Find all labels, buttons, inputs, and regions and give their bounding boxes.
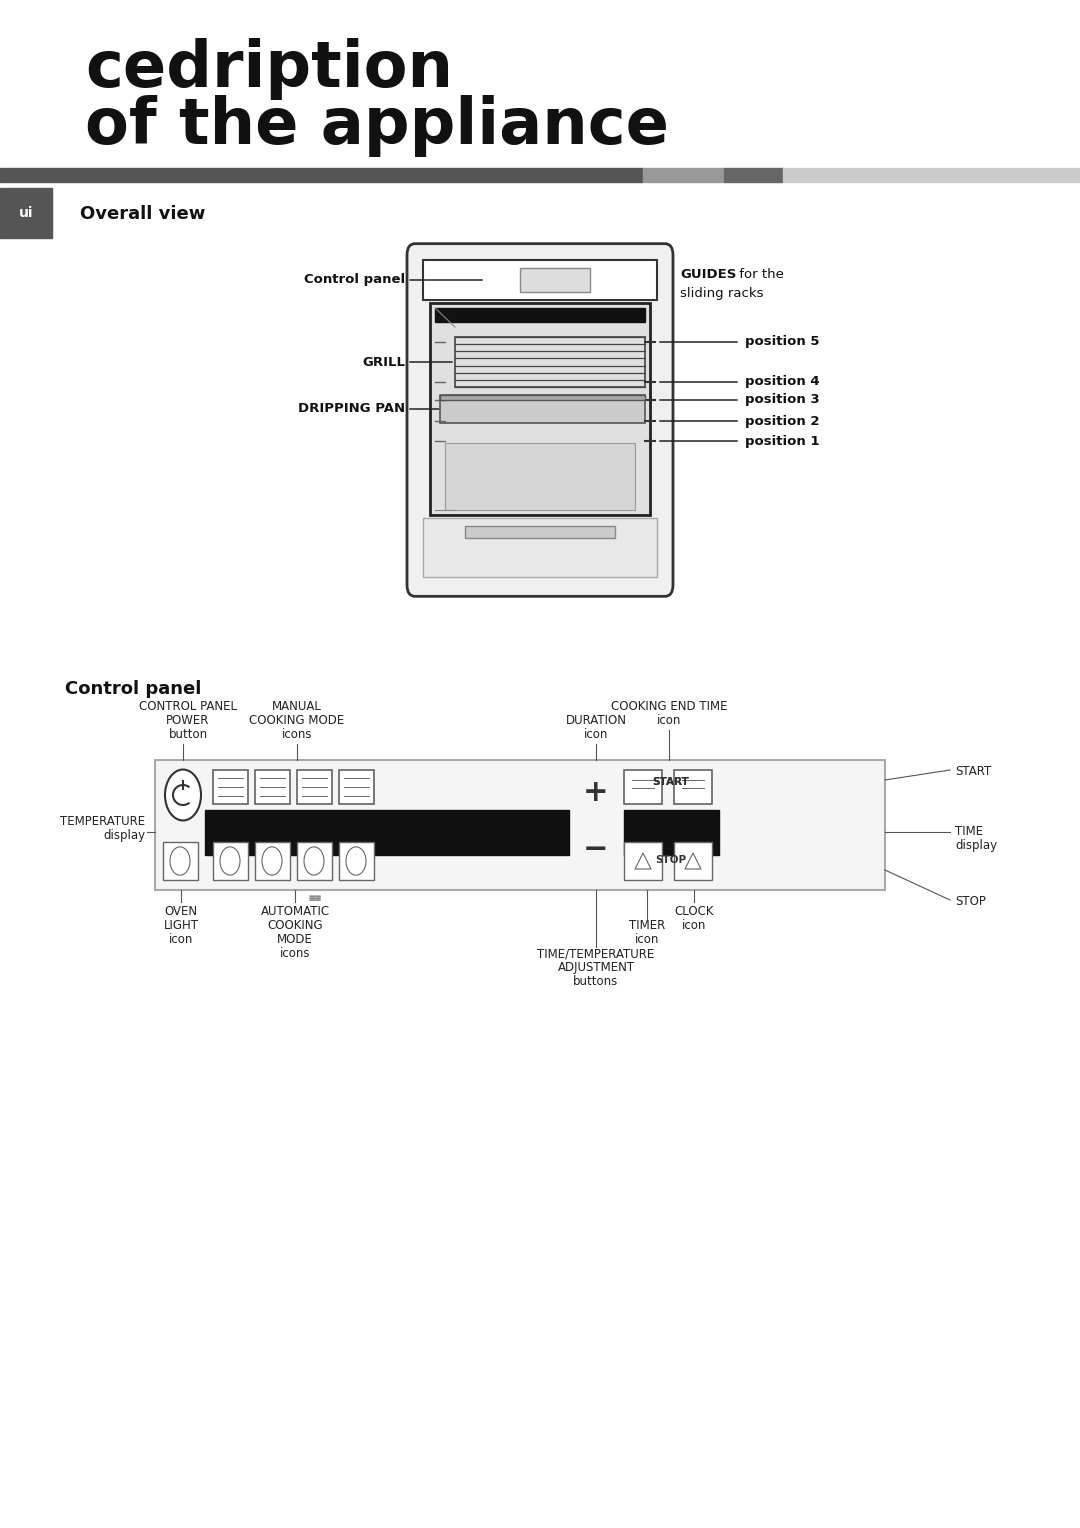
Text: display: display bbox=[103, 830, 145, 842]
Text: position 2: position 2 bbox=[745, 414, 820, 428]
Bar bbox=[156, 759, 885, 889]
Text: Control panel: Control panel bbox=[303, 274, 405, 287]
Text: START: START bbox=[955, 766, 991, 778]
Text: POWER: POWER bbox=[166, 714, 210, 727]
Bar bbox=[783, 168, 1080, 182]
Text: icon: icon bbox=[584, 727, 608, 741]
Text: ui: ui bbox=[18, 206, 33, 220]
Text: GUIDES: GUIDES bbox=[680, 269, 737, 281]
Circle shape bbox=[165, 770, 201, 821]
Text: position 4: position 4 bbox=[745, 376, 820, 388]
Text: −: − bbox=[583, 836, 609, 865]
Text: cedription: cedription bbox=[85, 38, 453, 99]
Bar bbox=[297, 842, 332, 880]
Text: icon: icon bbox=[657, 714, 681, 727]
Bar bbox=[339, 770, 374, 804]
Bar bbox=[624, 842, 662, 880]
Bar bbox=[0, 168, 643, 182]
Text: sliding racks: sliding racks bbox=[680, 287, 764, 299]
Text: MODE: MODE bbox=[278, 934, 313, 946]
Text: AUTOMATIC: AUTOMATIC bbox=[260, 905, 329, 918]
Text: Control panel: Control panel bbox=[65, 680, 201, 698]
Text: START: START bbox=[652, 778, 689, 787]
Text: DRIPPING PAN: DRIPPING PAN bbox=[298, 402, 405, 416]
Bar bbox=[624, 810, 719, 856]
Bar bbox=[430, 303, 650, 515]
Text: buttons: buttons bbox=[573, 975, 619, 989]
Bar bbox=[440, 396, 645, 400]
Bar bbox=[255, 842, 291, 880]
Bar bbox=[440, 396, 645, 423]
Bar bbox=[213, 842, 248, 880]
Text: STOP: STOP bbox=[656, 856, 687, 865]
Bar bbox=[339, 842, 374, 880]
Bar bbox=[255, 770, 291, 804]
Text: +: + bbox=[583, 778, 609, 807]
Text: STOP: STOP bbox=[955, 895, 986, 908]
Bar bbox=[624, 770, 662, 804]
Text: COOKING MODE: COOKING MODE bbox=[249, 714, 345, 727]
Text: position 1: position 1 bbox=[745, 434, 820, 448]
Text: COOKING END TIME: COOKING END TIME bbox=[611, 700, 727, 714]
Bar bbox=[423, 260, 657, 299]
Text: ▦▦: ▦▦ bbox=[309, 895, 322, 902]
Bar bbox=[435, 309, 645, 322]
Text: for the: for the bbox=[735, 269, 784, 281]
Bar bbox=[465, 526, 615, 538]
Text: icon: icon bbox=[168, 934, 193, 946]
Text: icon: icon bbox=[635, 934, 659, 946]
Bar bbox=[423, 518, 657, 578]
Bar bbox=[674, 842, 712, 880]
Text: CLOCK: CLOCK bbox=[674, 905, 714, 918]
Bar bbox=[297, 770, 332, 804]
Bar bbox=[205, 810, 569, 856]
Bar bbox=[163, 842, 198, 880]
Text: TIMER: TIMER bbox=[629, 918, 665, 932]
Text: position 3: position 3 bbox=[745, 394, 820, 406]
Bar bbox=[674, 770, 712, 804]
Text: CONTROL PANEL: CONTROL PANEL bbox=[139, 700, 237, 714]
Text: display: display bbox=[955, 839, 997, 853]
Text: GRILL: GRILL bbox=[362, 356, 405, 368]
Text: TEMPERATURE: TEMPERATURE bbox=[59, 814, 145, 828]
Text: icons: icons bbox=[282, 727, 312, 741]
Text: icon: icon bbox=[681, 918, 706, 932]
Text: button: button bbox=[168, 727, 207, 741]
Bar bbox=[445, 443, 635, 510]
Bar bbox=[724, 168, 783, 182]
Text: COOKING: COOKING bbox=[267, 918, 323, 932]
Bar bbox=[0, 188, 52, 238]
Text: START: START bbox=[652, 778, 689, 787]
Bar bbox=[455, 338, 645, 387]
Text: OVEN: OVEN bbox=[164, 905, 198, 918]
Text: DURATION: DURATION bbox=[566, 714, 626, 727]
Text: of the appliance: of the appliance bbox=[85, 95, 669, 157]
Text: ADJUSTMENT: ADJUSTMENT bbox=[557, 961, 635, 973]
Bar bbox=[519, 267, 590, 292]
Bar bbox=[643, 168, 724, 182]
Text: TIME: TIME bbox=[955, 825, 983, 837]
Text: MANUAL: MANUAL bbox=[272, 700, 322, 714]
Bar bbox=[213, 770, 248, 804]
FancyBboxPatch shape bbox=[407, 243, 673, 596]
Text: TIME/TEMPERATURE: TIME/TEMPERATURE bbox=[538, 947, 654, 960]
Text: position 5: position 5 bbox=[745, 336, 820, 348]
Text: Overall view: Overall view bbox=[80, 205, 205, 223]
Text: LIGHT: LIGHT bbox=[163, 918, 199, 932]
Text: icons: icons bbox=[280, 947, 310, 960]
